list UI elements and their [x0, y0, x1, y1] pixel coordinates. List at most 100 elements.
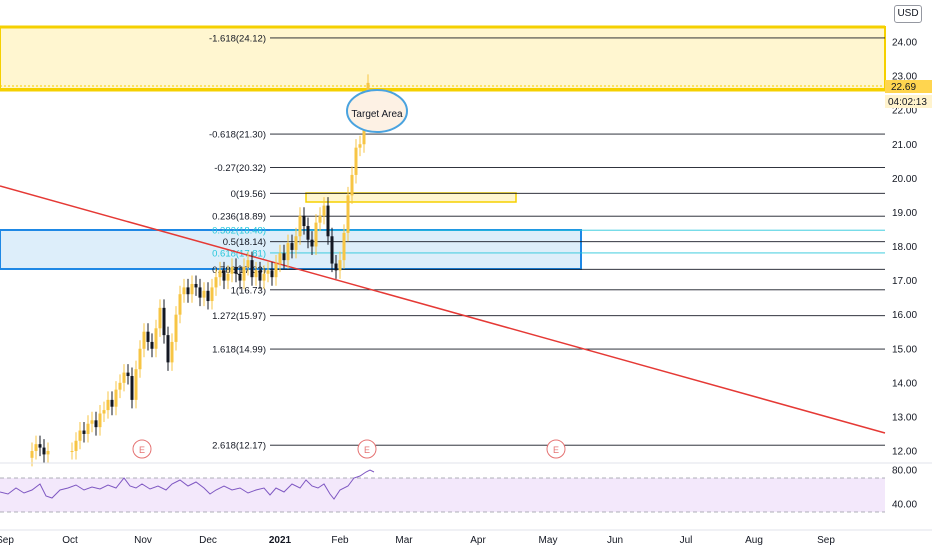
candle	[46, 442, 50, 463]
candle	[30, 442, 34, 467]
fib-level[interactable]: 0.618(17.81)	[212, 248, 885, 259]
candle	[266, 261, 270, 283]
fib-level-label: 2.618(12.17)	[212, 441, 266, 452]
candle	[214, 268, 218, 296]
candle	[118, 374, 122, 399]
candle	[350, 166, 354, 204]
candle	[94, 411, 98, 436]
time-tick-label: Oct	[62, 535, 78, 546]
candle	[318, 207, 322, 232]
fib-level[interactable]: 0(19.56)	[231, 189, 885, 200]
candle	[198, 278, 202, 307]
fib-level[interactable]: 1(16.73)	[231, 285, 885, 296]
candle	[322, 197, 326, 225]
fib-level[interactable]: 0.236(18.89)	[212, 212, 885, 223]
candle	[166, 326, 170, 371]
candle	[162, 299, 166, 344]
earnings-marker[interactable]: E	[357, 439, 377, 459]
trendline[interactable]	[0, 185, 886, 434]
price-tick-label: 21.00	[892, 140, 917, 151]
fib-level-label: 0.5(18.14)	[223, 237, 266, 248]
candle	[182, 278, 186, 303]
fib-level[interactable]: -0.27(20.32)	[214, 163, 885, 174]
candle	[334, 255, 338, 279]
candle	[342, 224, 346, 269]
price-tick-label: 18.00	[892, 242, 917, 253]
candle	[70, 442, 74, 460]
price-tick-label: 13.00	[892, 412, 917, 423]
fib-level-label: 1(16.73)	[231, 285, 266, 296]
candle	[82, 422, 86, 443]
price-tick-label: 24.00	[892, 38, 917, 49]
time-tick-label: Jul	[680, 535, 693, 546]
time-tick-label: May	[539, 535, 558, 546]
candle	[86, 415, 90, 443]
rsi-axis[interactable]: 80.00 40.00	[892, 466, 917, 511]
candle	[274, 255, 278, 286]
price-tick-label: 23.00	[892, 72, 917, 83]
time-tick-label: Apr	[470, 535, 486, 546]
target-zone[interactable]	[0, 26, 886, 90]
price-tick-label: 15.00	[892, 344, 917, 355]
fib-level-label: -0.618(21.30)	[209, 130, 266, 141]
fib-level-label: 1.618(14.99)	[212, 345, 266, 356]
fibonacci-levels[interactable]: -1.618(24.12) -0.618(21.30) -0.27(20.32) 0(…	[209, 33, 885, 452]
fib-level-label: 1.272(15.97)	[212, 311, 266, 322]
candle	[246, 251, 250, 276]
price-tick-label: 16.00	[892, 310, 917, 321]
candle	[158, 299, 162, 337]
candle	[154, 319, 158, 358]
time-tick-label: Dec	[199, 535, 217, 546]
candlesticks	[30, 74, 370, 467]
earnings-marker[interactable]: E	[546, 439, 566, 459]
earnings-marker[interactable]: E	[132, 439, 152, 459]
candle	[186, 278, 190, 303]
price-tick-label: 17.00	[892, 276, 917, 287]
candle	[122, 364, 126, 392]
rsi-pane[interactable]	[0, 469, 885, 513]
candle	[226, 265, 230, 290]
candle	[126, 364, 130, 385]
candle	[218, 261, 222, 286]
candle	[338, 251, 342, 279]
time-tick-label: Sep	[817, 535, 835, 546]
candle	[202, 282, 206, 307]
candle	[250, 251, 254, 286]
candle	[194, 275, 198, 296]
candle	[90, 411, 94, 433]
fib-level[interactable]: -0.618(21.30)	[209, 130, 885, 141]
price-tick-label: 19.00	[892, 208, 917, 219]
svg-text:E: E	[139, 445, 145, 455]
resistance-box[interactable]	[305, 192, 517, 203]
fib-level-label: 0.382(18.48)	[212, 226, 266, 237]
fib-level[interactable]: -1.618(24.12)	[209, 33, 885, 44]
currency-button[interactable]: USD	[894, 5, 922, 23]
candle	[286, 234, 290, 269]
fib-level[interactable]: 1.272(15.97)	[212, 311, 885, 322]
candle	[258, 261, 262, 290]
fib-level[interactable]: 0.382(18.48)	[212, 226, 885, 237]
time-axis[interactable]: Sep Oct Nov Dec 2021 Feb Mar Apr May Jun Jul Aug Sep	[0, 535, 835, 546]
fib-level[interactable]: 0.5(18.14)	[223, 237, 885, 248]
candle	[282, 244, 286, 269]
price-axis[interactable]: 24.00 23.00 22.00 21.00 20.00 19.00 18.00 17.00…	[892, 38, 917, 458]
rsi-tick-label: 80.00	[892, 466, 917, 477]
candle	[106, 391, 110, 419]
candle	[174, 306, 178, 351]
fib-level[interactable]: 0.786(17.33)	[212, 265, 885, 276]
target-area-label: Target Area	[351, 109, 403, 120]
candle	[34, 435, 38, 460]
countdown-label: 04:02:13	[885, 95, 932, 108]
candle	[146, 323, 150, 351]
fib-level-label: -1.618(24.12)	[209, 33, 266, 44]
fib-level[interactable]: 1.618(14.99)	[212, 345, 885, 356]
price-tick-label: 14.00	[892, 378, 917, 389]
last-price-label: 22.69	[885, 80, 932, 93]
candle	[330, 227, 334, 273]
time-tick-label: Sep	[0, 535, 14, 546]
price-tick-label: 20.00	[892, 174, 917, 185]
time-tick-label: Aug	[745, 535, 763, 546]
candle	[230, 258, 234, 283]
target-area-ellipse[interactable]	[346, 89, 408, 133]
